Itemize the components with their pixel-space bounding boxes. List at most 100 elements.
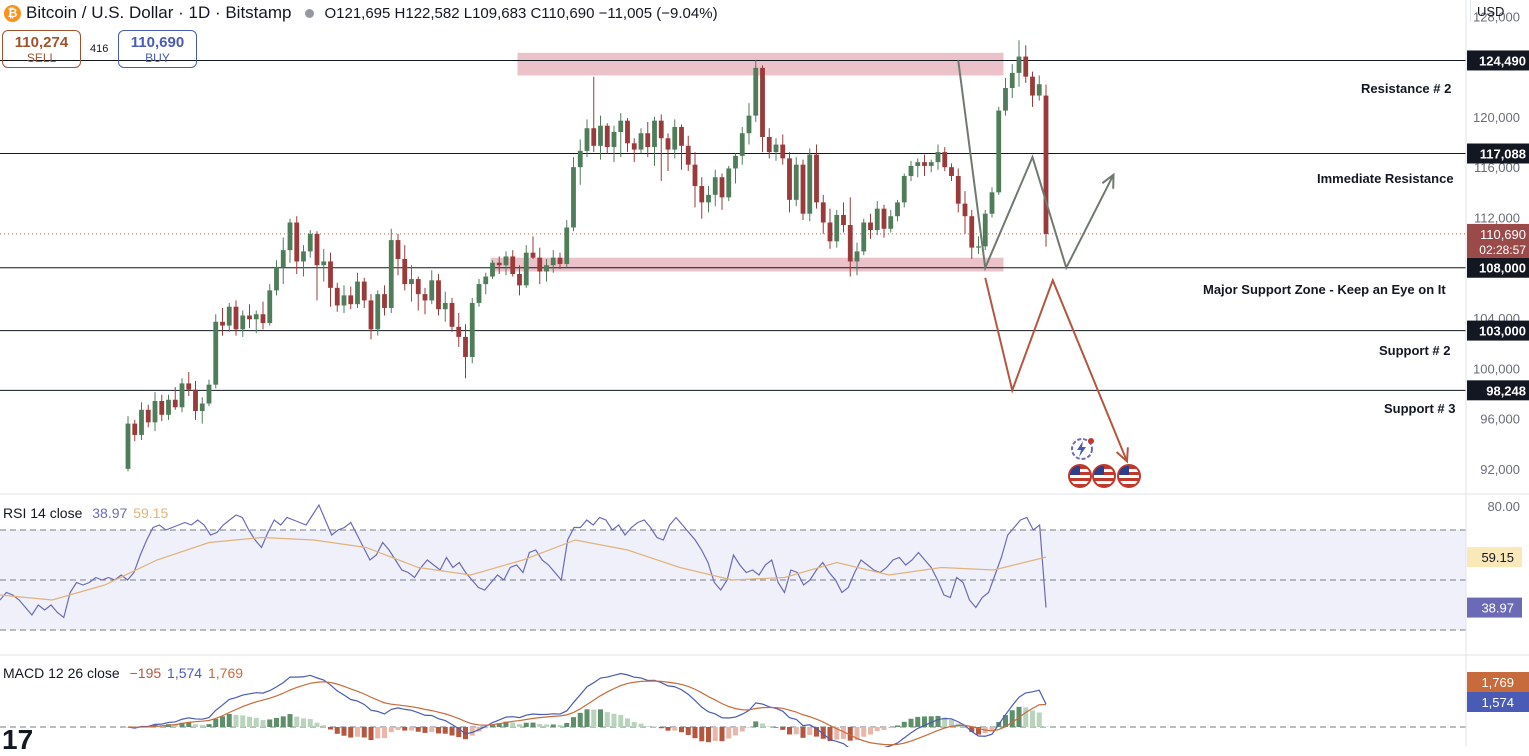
macd-histogram-bar (1003, 715, 1008, 727)
macd-signal-tag-label: 1,769 (1481, 675, 1514, 690)
candle-body (699, 186, 705, 203)
macd-legend[interactable]: MACD 12 26 close −195 1,574 1,769 (3, 665, 243, 681)
us-flag-icon[interactable] (1116, 464, 1141, 488)
macd-histogram-bar (611, 713, 617, 727)
candle-body (604, 125, 610, 148)
candle-body (712, 177, 718, 195)
macd-histogram-bar (382, 727, 387, 739)
candle-body (1023, 56, 1029, 77)
candle-body (577, 150, 583, 168)
macd-pane[interactable]: 1,769 1,574 (0, 672, 1529, 747)
economic-events[interactable] (1068, 464, 1141, 493)
candle-body (510, 256, 516, 275)
candle-body (523, 252, 529, 286)
tradingview-logo-icon: 17 (2, 724, 34, 755)
candle-body (942, 152, 948, 168)
candle-body (287, 222, 293, 251)
candle-body (334, 287, 340, 306)
candle-body (139, 409, 144, 435)
candle-body (672, 126, 678, 150)
candle-body (395, 240, 401, 259)
macd-histogram-bar (240, 715, 246, 727)
macd-histogram-bar (719, 727, 725, 742)
rsi-tag (1467, 597, 1522, 618)
macd-histogram-bar (186, 722, 192, 727)
lightning-alert-icon[interactable] (1069, 437, 1095, 461)
currency-selector[interactable]: USD (1470, 0, 1529, 22)
rsi-legend[interactable]: RSI 14 close 38.97 59.15 (3, 505, 168, 521)
candle-body (442, 302, 448, 310)
macd-histogram-bar (760, 723, 765, 727)
symbol-title[interactable]: Bitcoin / U.S. Dollar · 1D · Bitstamp (26, 3, 292, 22)
candle-body (226, 306, 232, 326)
macd-histogram-bar (375, 727, 381, 739)
candle-body (341, 295, 347, 306)
us-flag-icon[interactable] (1092, 464, 1117, 488)
bullish-projection-path (957, 60, 1115, 272)
macd-histogram-bar (415, 727, 421, 732)
macd-histogram-bar (253, 717, 259, 727)
macd-histogram-bar (868, 727, 873, 735)
price-axis[interactable]: 128,000120,000116,000112,000104,000100,0… (1465, 0, 1529, 747)
rsi-line (0, 503, 1047, 619)
macd-histogram-bar (307, 719, 313, 727)
macd-histogram-bar (962, 727, 968, 728)
macd-histogram-bar (854, 727, 860, 741)
macd-histogram-bar (172, 724, 178, 727)
macd-histogram-bar (942, 717, 948, 727)
macd-histogram-bar (895, 725, 900, 727)
price-tick-label: 120,000 (1473, 110, 1520, 125)
candle-body (847, 225, 853, 262)
candle-body (348, 295, 354, 305)
candle-body (557, 257, 563, 264)
candle-body (172, 399, 178, 408)
candle-body (409, 279, 414, 285)
candle-body (1030, 76, 1035, 96)
macd-histogram-bar (220, 716, 225, 727)
macd-histogram-bar (820, 727, 826, 739)
candle-body (685, 145, 691, 165)
level-label-support-3: Support # 3 (1384, 401, 1456, 416)
macd-histogram-bar (915, 716, 921, 727)
macd-histogram-bar (274, 717, 279, 727)
candle-body (449, 302, 455, 327)
candle-body (199, 403, 205, 412)
candle-body (766, 137, 772, 153)
candle-body (463, 336, 468, 357)
sell-button[interactable]: 110,274 SELL (2, 30, 81, 68)
macd-histogram-bar (591, 709, 597, 727)
sell-label: SELL (26, 51, 57, 65)
level-price-tag (1467, 143, 1529, 164)
candle-body (496, 262, 502, 266)
candle-body (901, 175, 907, 203)
macd-histogram-bar (874, 727, 880, 732)
rsi-pane[interactable]: 80.00 59.15 38.97 (0, 499, 1522, 631)
candle-body (152, 400, 158, 423)
candle-body (820, 202, 826, 223)
candle-body (928, 162, 934, 166)
candle-body (760, 67, 765, 138)
level-price-tag (1467, 320, 1529, 341)
macd-histogram-bar (753, 721, 759, 727)
candle-body (807, 154, 813, 214)
macd-signal-value: 1,769 (207, 665, 244, 681)
candle-body (253, 314, 259, 320)
macd-histogram-bar (199, 724, 205, 727)
macd-histogram-bar (766, 726, 772, 727)
macd-histogram-bar (287, 714, 293, 727)
rsi-ma-line (0, 536, 1047, 601)
us-flag-icon[interactable] (1068, 464, 1092, 488)
macd-histogram-bar (213, 718, 219, 727)
macd-histogram-bar (577, 712, 583, 727)
buy-button[interactable]: 110,690 BUY (118, 30, 197, 68)
macd-histogram-bar (537, 723, 543, 727)
candle-body (949, 167, 954, 176)
candle-body (503, 256, 509, 266)
price-pane[interactable] (0, 40, 1529, 656)
macd-histogram-bar (780, 727, 786, 730)
candle-body (868, 222, 873, 231)
macd-histogram-bar (490, 724, 495, 727)
candle-body (719, 177, 725, 198)
candle-body (267, 290, 273, 324)
